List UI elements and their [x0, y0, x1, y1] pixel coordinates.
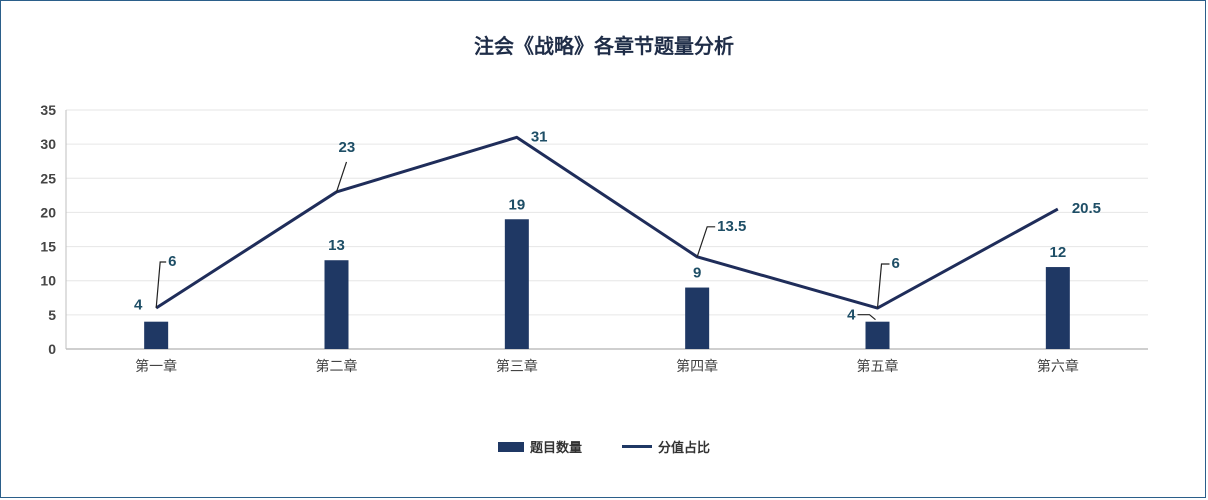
legend-line-label: 分值占比 [658, 441, 711, 456]
line-series [155, 135, 1059, 310]
x-tick-label: 第四章 [676, 358, 718, 375]
bar-data-label: 9 [693, 265, 701, 282]
bar-data-label: 19 [508, 196, 525, 213]
leader-line [335, 161, 348, 193]
legend-item-line: 分值占比 [622, 437, 710, 456]
bar [685, 287, 710, 349]
legend-line-swatch [622, 445, 652, 448]
line-data-label: 13.5 [717, 218, 746, 235]
y-tick-label: 20 [40, 204, 56, 220]
line-data-label: 6 [892, 255, 900, 272]
leader-line [876, 263, 890, 309]
line-data-label: 20.5 [1072, 200, 1101, 217]
legend-bar-label: 题目数量 [529, 441, 582, 456]
bar-data-label: 4 [847, 307, 856, 324]
x-tick-label: 第六章 [1037, 358, 1079, 375]
gridlines [66, 109, 1148, 316]
series-line [155, 135, 1059, 310]
bar-series [144, 219, 1070, 349]
bar [865, 321, 890, 349]
y-tick-label: 30 [40, 136, 56, 152]
y-tick-label: 0 [48, 341, 56, 357]
leader-line [155, 261, 167, 309]
y-tick-label: 15 [40, 239, 56, 255]
line-data-label: 6 [168, 253, 176, 270]
y-tick-label: 35 [40, 102, 56, 118]
legend-bar-swatch [497, 441, 524, 452]
line-data-label: 23 [339, 139, 356, 156]
x-tick-label: 第一章 [135, 358, 177, 375]
leader-line [696, 226, 716, 258]
chart-title: 注会《战略》各章节题量分析 [474, 34, 734, 58]
axes: 0 5 10 15 20 25 30 35 第一章 第二章 第三章 第四章 第五章 第六章 [40, 102, 1148, 375]
bar-data-label: 13 [328, 237, 345, 254]
bar [324, 260, 349, 349]
line-data-label: 31 [531, 128, 548, 145]
data-labels: 4 13 19 9 4 12 6 23 31 13.5 6 20.5 [134, 128, 1101, 323]
bar [144, 321, 169, 349]
bar [504, 219, 529, 349]
bar [1045, 267, 1070, 349]
bar-data-label: 12 [1049, 244, 1066, 261]
x-tick-label: 第二章 [316, 358, 358, 375]
y-tick-label: 10 [40, 273, 56, 289]
leader-line [857, 314, 876, 321]
x-tick-label: 第三章 [496, 358, 538, 375]
bar-data-label: 4 [134, 297, 143, 314]
legend: 题目数量 分值占比 [0, 437, 1208, 456]
legend-item-bar: 题目数量 [497, 437, 582, 456]
y-tick-label: 5 [48, 307, 56, 323]
x-tick-label: 第五章 [857, 358, 899, 375]
y-tick-label: 25 [40, 170, 56, 186]
